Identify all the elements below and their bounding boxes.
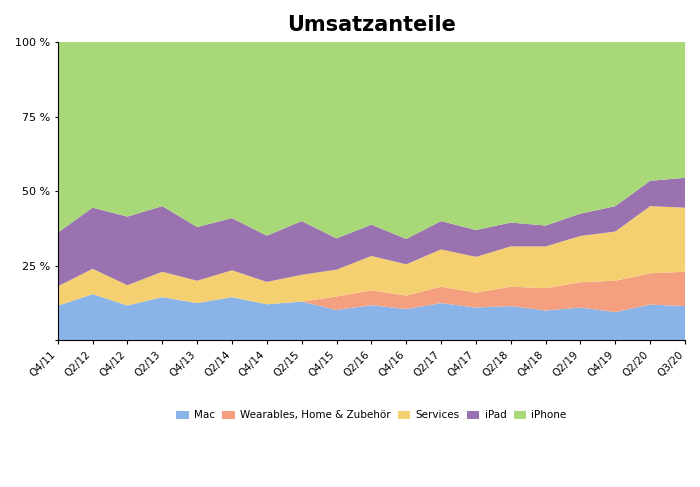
Legend: Mac, Wearables, Home & Zubehör, Services, iPad, iPhone: Mac, Wearables, Home & Zubehör, Services… bbox=[172, 406, 570, 425]
Title: Umsatzanteile: Umsatzanteile bbox=[287, 15, 456, 35]
